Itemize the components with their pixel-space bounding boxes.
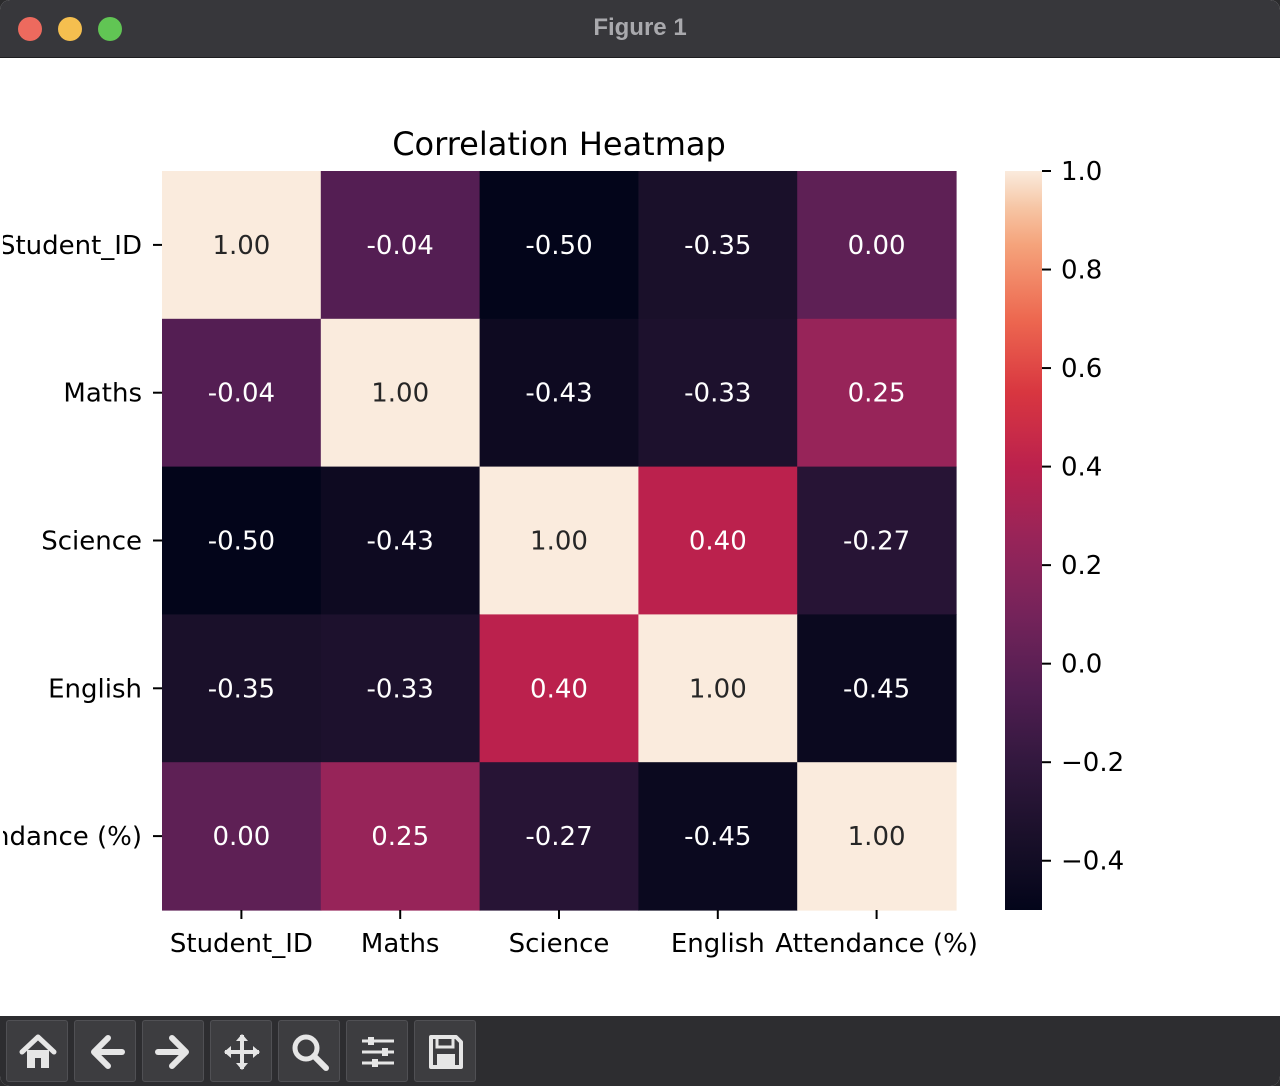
cell-annotation: -0.50 [208, 527, 275, 557]
cell-annotation: -0.45 [684, 822, 751, 852]
heatmap-cell [479, 614, 639, 763]
heatmap-cell [320, 614, 481, 763]
heatmap-cell [162, 762, 322, 911]
cell-annotation: -0.04 [208, 379, 275, 409]
cell-annotation: -0.35 [684, 231, 751, 261]
y-tick-label: English [48, 674, 142, 704]
colorbar-tick-label: 0.2 [1061, 551, 1102, 581]
cell-annotation: 1.00 [371, 379, 429, 409]
x-tick-label: Maths [361, 929, 440, 959]
cell-annotation: -0.27 [843, 527, 910, 557]
heatmap-cell [797, 466, 957, 615]
cell-annotation: -0.50 [525, 231, 592, 261]
title-bar: Figure 1 [0, 0, 1280, 58]
heatmap-cell [479, 466, 639, 615]
forward-arrow-icon [155, 1035, 189, 1069]
heatmap-cell [162, 466, 322, 615]
colorbar-tick-label: −0.4 [1061, 847, 1124, 877]
heatmap-cell [162, 614, 322, 763]
cell-annotation: 0.00 [212, 822, 270, 852]
back-button[interactable] [74, 1020, 136, 1082]
heatmap-cell [479, 762, 639, 911]
forward-button[interactable] [142, 1020, 204, 1082]
cell-annotation: 0.25 [848, 379, 906, 409]
cell-annotation: -0.43 [525, 379, 592, 409]
colorbar-tick-label: 0.4 [1061, 453, 1102, 483]
pan-button[interactable] [210, 1020, 272, 1082]
close-window-button[interactable] [18, 17, 42, 41]
configure-subplots-button[interactable] [346, 1020, 408, 1082]
y-tick-label: Attendance (%) [3, 822, 142, 852]
colorbar-tick-label: 1.0 [1061, 157, 1102, 187]
cell-annotation: -0.33 [367, 674, 434, 704]
heatmap-cell [797, 318, 957, 468]
heatmap-cell [320, 762, 481, 911]
y-tick-label: Science [41, 527, 142, 557]
x-tick-label: Student_ID [170, 929, 313, 959]
zoom-magnifier-icon [292, 1034, 329, 1071]
cell-annotation: 0.00 [848, 231, 906, 261]
pan-move-icon [224, 1034, 260, 1070]
heatmap-cell [797, 762, 957, 911]
cell-annotation: -0.33 [684, 379, 751, 409]
cell-annotation: 1.00 [530, 527, 588, 557]
heatmap-cell [320, 318, 481, 468]
heatmap-cell [162, 171, 322, 320]
save-button[interactable] [414, 1020, 476, 1082]
colorbar [1005, 171, 1042, 910]
back-arrow-icon [91, 1035, 125, 1069]
cell-annotation: 0.25 [371, 822, 429, 852]
heatmap-cell [320, 171, 481, 320]
maximize-window-button[interactable] [98, 17, 122, 41]
home-button[interactable] [6, 1020, 68, 1082]
heatmap-cell [162, 318, 322, 468]
x-tick-label: English [671, 929, 765, 959]
y-tick-label: Student_ID [3, 231, 142, 261]
window-title: Figure 1 [593, 14, 687, 41]
colorbar-tick-label: 0.6 [1061, 354, 1102, 384]
minimize-window-button[interactable] [58, 17, 82, 41]
x-tick-label: Science [509, 929, 610, 959]
cell-annotation: -0.27 [525, 822, 592, 852]
colorbar-tick-label: −0.2 [1061, 748, 1124, 778]
heatmap-cell [479, 171, 639, 320]
cell-annotation: -0.43 [367, 527, 434, 557]
cell-annotation: 1.00 [689, 674, 747, 704]
figure-canvas: Correlation Heatmap 1.00 -0.04 -0.50 -0.35 0… [0, 58, 1280, 1015]
heatmap-cell [638, 466, 798, 615]
y-tick-label: Maths [63, 379, 142, 409]
home-icon [19, 1034, 57, 1068]
zoom-button[interactable] [278, 1020, 340, 1082]
cell-annotation: 0.40 [530, 674, 588, 704]
cell-annotation: 1.00 [212, 231, 270, 261]
heatmap-cell [638, 318, 798, 468]
heatmap-cell [638, 171, 798, 320]
cell-annotation: -0.35 [208, 674, 275, 704]
cell-annotation: -0.45 [843, 674, 910, 704]
heatmap-cell [479, 318, 639, 468]
chart-title: Correlation Heatmap [392, 125, 726, 163]
heatmap-cell [797, 614, 957, 763]
cell-annotation: 0.40 [689, 527, 747, 557]
navigation-toolbar [0, 1016, 1280, 1086]
x-tick-label: Attendance (%) [775, 929, 978, 959]
heatmap-chart: Correlation Heatmap 1.00 -0.04 -0.50 -0.35 0… [0, 125, 1124, 959]
configure-sliders-icon [362, 1037, 394, 1067]
save-floppy-icon [429, 1035, 463, 1069]
cell-annotation: 1.00 [848, 822, 906, 852]
heatmap-cell [638, 614, 798, 763]
cell-annotation: -0.04 [367, 231, 434, 261]
heatmap-cell [638, 762, 798, 911]
colorbar-tick-label: 0.8 [1061, 256, 1102, 286]
heatmap-cell [797, 171, 957, 320]
heatmap-cell [320, 466, 481, 615]
colorbar-tick-label: 0.0 [1061, 650, 1102, 680]
